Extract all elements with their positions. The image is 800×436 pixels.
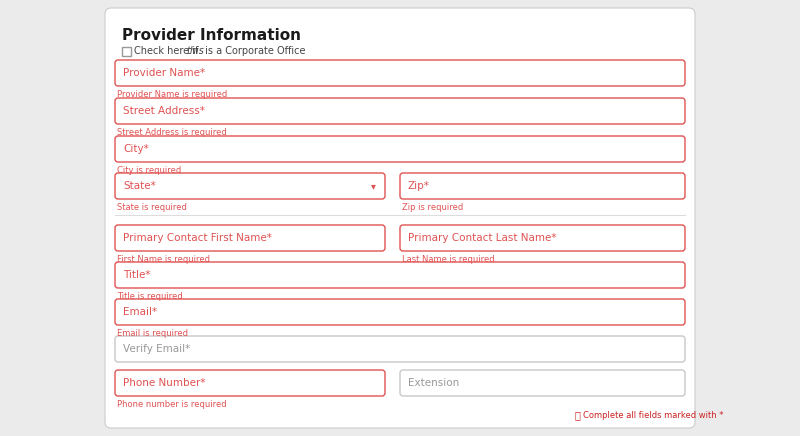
Text: Title is required: Title is required [117, 292, 182, 301]
FancyBboxPatch shape [115, 173, 385, 199]
FancyBboxPatch shape [400, 225, 685, 251]
Text: is a Corporate Office: is a Corporate Office [202, 47, 306, 57]
Text: Phone number is required: Phone number is required [117, 400, 226, 409]
Text: Provider Name*: Provider Name* [123, 68, 205, 78]
FancyBboxPatch shape [400, 370, 685, 396]
Text: ▾: ▾ [370, 181, 375, 191]
Text: Street Address*: Street Address* [123, 106, 205, 116]
FancyBboxPatch shape [115, 299, 685, 325]
FancyBboxPatch shape [400, 173, 685, 199]
Text: Title*: Title* [123, 270, 150, 280]
Text: First Name is required: First Name is required [117, 255, 210, 264]
Text: City*: City* [123, 144, 149, 154]
Text: Zip*: Zip* [408, 181, 430, 191]
FancyBboxPatch shape [105, 8, 695, 428]
Text: Provider Name is required: Provider Name is required [117, 90, 227, 99]
Text: this: this [186, 47, 204, 57]
Text: Last Name is required: Last Name is required [402, 255, 494, 264]
Text: ⓘ: ⓘ [575, 410, 581, 420]
FancyBboxPatch shape [115, 370, 385, 396]
FancyBboxPatch shape [115, 60, 685, 86]
FancyBboxPatch shape [115, 98, 685, 124]
Text: Check here if: Check here if [134, 47, 202, 57]
Text: State*: State* [123, 181, 156, 191]
Text: Zip is required: Zip is required [402, 203, 463, 212]
Text: Street Address is required: Street Address is required [117, 128, 226, 137]
Text: Complete all fields marked with *: Complete all fields marked with * [583, 411, 723, 420]
Text: Verify Email*: Verify Email* [123, 344, 190, 354]
FancyBboxPatch shape [115, 336, 685, 362]
FancyBboxPatch shape [115, 136, 685, 162]
Text: Provider Information: Provider Information [122, 28, 301, 43]
Text: Primary Contact First Name*: Primary Contact First Name* [123, 233, 272, 243]
Bar [122, 47, 131, 56]
Text: Primary Contact Last Name*: Primary Contact Last Name* [408, 233, 557, 243]
Text: Phone Number*: Phone Number* [123, 378, 206, 388]
FancyBboxPatch shape [115, 225, 385, 251]
Text: Email*: Email* [123, 307, 157, 317]
FancyBboxPatch shape [115, 262, 685, 288]
Text: State is required: State is required [117, 203, 187, 212]
Text: City is required: City is required [117, 166, 182, 175]
Text: Extension: Extension [408, 378, 459, 388]
Text: Email is required: Email is required [117, 329, 188, 338]
